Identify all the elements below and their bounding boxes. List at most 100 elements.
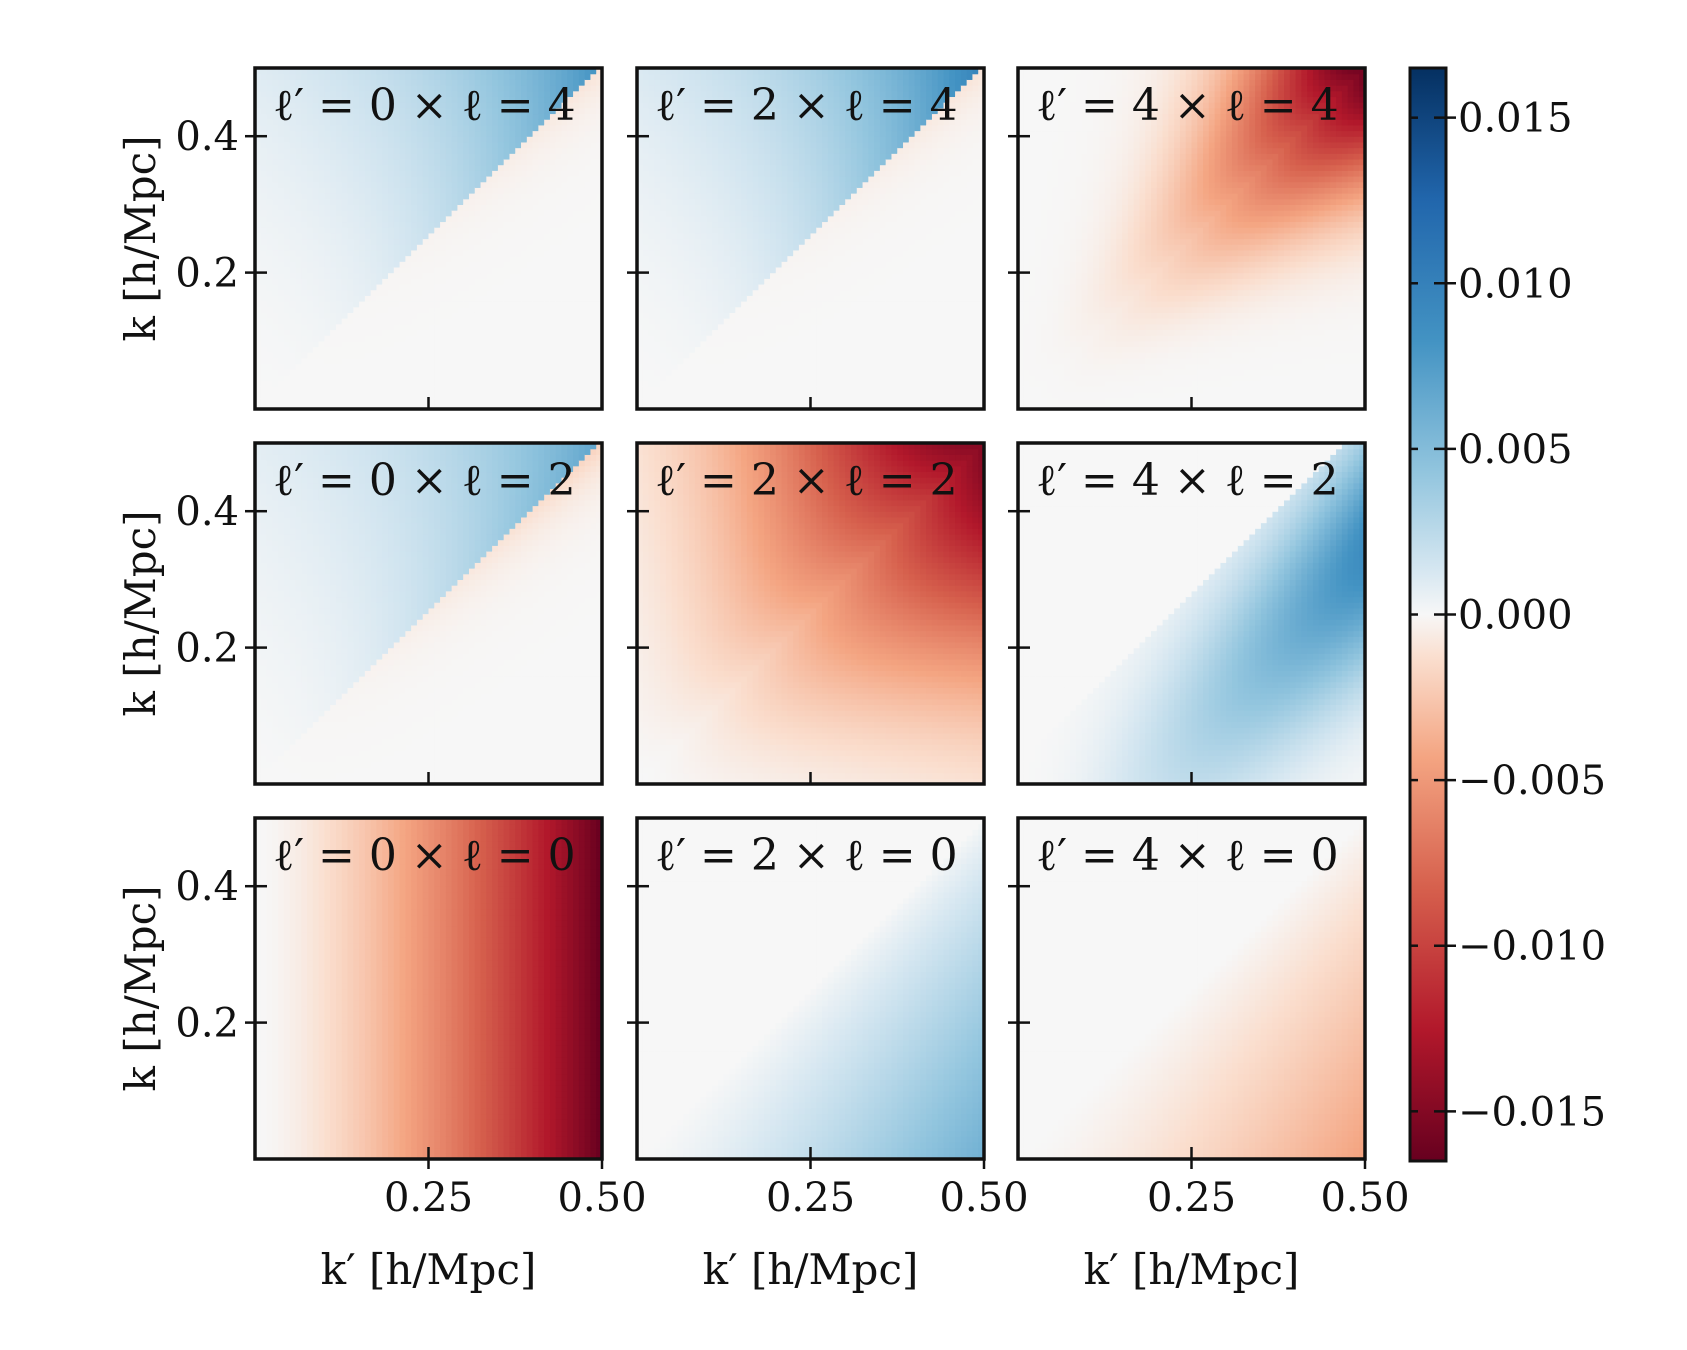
heatmap-cell [758,249,765,257]
heatmap-cell [723,175,731,183]
heatmap-cell [590,210,597,217]
heatmap-cell [312,170,320,177]
heatmap-cell [515,357,522,365]
heatmap-cell [515,403,522,410]
heatmap-cell [521,175,528,183]
heatmap-cell [492,147,499,154]
heatmap-cell [364,147,372,154]
heatmap-cell [376,272,383,279]
heatmap-cell [468,255,476,262]
heatmap-cell [278,73,285,80]
heatmap-cell [665,85,673,92]
heatmap-cell [330,312,337,319]
heatmap-cell [515,386,522,393]
heatmap-cell [555,244,563,251]
heatmap-cell [440,102,447,109]
heatmap-cell [393,68,401,75]
heatmap-cell [295,153,302,160]
heatmap-cell [359,374,366,382]
heatmap-cell [416,255,424,262]
heatmap-cell [764,68,771,75]
heatmap-cell [457,175,464,183]
heatmap-cell [353,79,360,86]
heatmap-cell [376,175,383,183]
heatmap-cell [330,153,337,160]
heatmap-cell [318,369,325,376]
heatmap-cell [486,153,493,160]
heatmap-cell [492,73,499,80]
heatmap-cell [538,221,545,228]
heatmap-cell [382,130,389,137]
heatmap-cell [416,232,424,240]
heatmap-cell [549,221,557,228]
heatmap-cell [393,306,401,313]
heatmap-cell [422,181,430,188]
heatmap-cell [671,261,679,268]
heatmap-cell [648,318,655,325]
heatmap-cell [451,130,459,137]
heatmap-cell [689,318,696,325]
heatmap-cell [312,255,320,262]
heatmap-cell [295,85,302,92]
heatmap-cell [723,102,731,109]
heatmap-cell [746,391,754,399]
heatmap-cell [637,147,644,154]
heatmap-cell [689,397,696,404]
heatmap-cell [729,147,736,154]
heatmap-cell [544,158,551,166]
heatmap-cell [260,346,268,353]
heatmap-cell [416,153,424,160]
heatmap-cell [503,181,511,188]
heatmap-cell [255,261,262,268]
heatmap-cell [312,386,320,393]
heatmap-cell [637,130,644,137]
heatmap-cell [544,210,551,217]
heatmap-cell [451,340,459,348]
heatmap-cell [416,261,424,268]
heatmap-cell [255,369,262,376]
heatmap-cell [665,329,673,336]
heatmap-cell [480,403,487,410]
heatmap-cell [729,107,736,115]
heatmap-cell [388,181,395,188]
heatmap-cell [289,261,297,268]
heatmap-cell [549,340,557,348]
heatmap-cell [717,289,725,296]
heatmap-cell [422,386,430,393]
heatmap-cell [706,295,713,302]
heatmap-cell [335,278,343,285]
heatmap-cell [561,403,568,410]
heatmap-cell [567,238,574,245]
heatmap-cell [445,391,453,399]
heatmap-cell [573,346,580,353]
heatmap-cell [388,85,395,92]
heatmap-cell [648,352,655,359]
heatmap-cell [301,210,308,217]
heatmap-cell [307,113,314,120]
heatmap-cell [301,255,308,262]
heatmap-cell [549,90,557,98]
heatmap-cell [561,119,568,126]
heatmap-cell [457,193,464,200]
heatmap-cell [307,210,314,217]
heatmap-cell [526,261,534,268]
heatmap-cell [526,357,534,365]
heatmap-cell [295,187,302,194]
heatmap-cell [474,232,482,240]
heatmap-cell [376,369,383,376]
heatmap-cell [335,215,343,223]
heatmap-cell [359,158,366,166]
heatmap-cell [278,170,285,177]
heatmap-cell [526,312,534,319]
heatmap-cell [712,130,719,137]
heatmap-cell [694,193,702,200]
heatmap-cell [266,340,273,348]
heatmap-cell [272,232,279,240]
heatmap-cell [422,73,430,80]
heatmap-cell [567,249,574,257]
heatmap-cell [451,175,459,183]
heatmap-cell [416,391,424,399]
heatmap-cell [532,301,539,308]
heatmap-cell [283,124,291,132]
heatmap-cell [770,397,777,404]
